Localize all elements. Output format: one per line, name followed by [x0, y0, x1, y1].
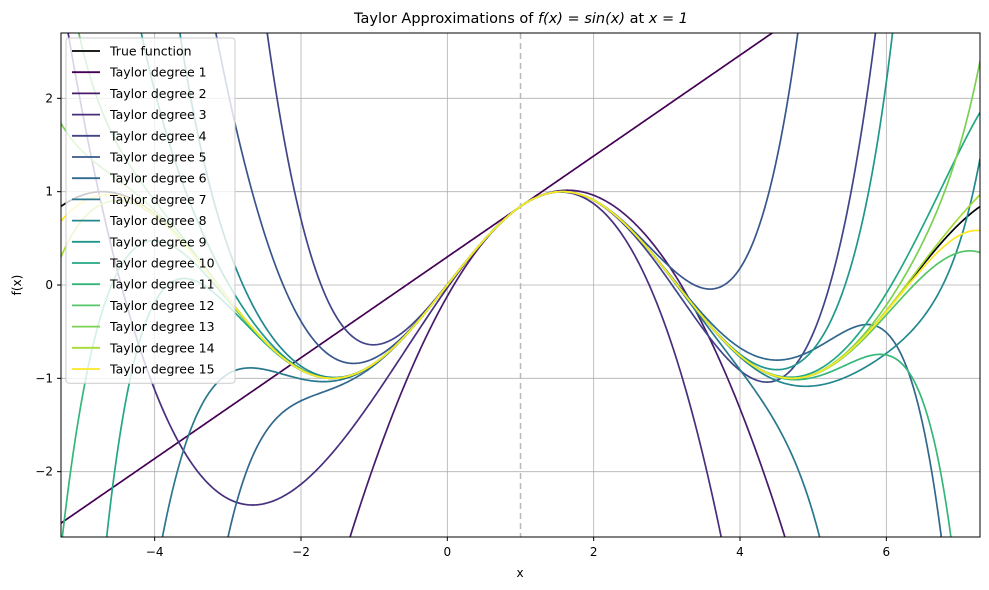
legend-label: Taylor degree 3 — [109, 107, 207, 122]
legend-label: Taylor degree 7 — [109, 192, 207, 207]
x-tick-label: −2 — [292, 545, 310, 559]
x-tick-label: 6 — [883, 545, 891, 559]
legend-label: Taylor degree 8 — [109, 213, 207, 228]
y-axis-label: f(x) — [10, 275, 24, 296]
y-tick-label: 0 — [45, 278, 53, 292]
y-tick-label: −1 — [35, 371, 53, 385]
legend-label: Taylor degree 15 — [109, 362, 215, 377]
legend-label: Taylor degree 10 — [109, 256, 215, 271]
legend-box — [65, 37, 236, 384]
x-axis-label: x — [516, 566, 523, 580]
y-tick-label: 1 — [45, 185, 53, 199]
title-math-1: f(x) = sin(x) — [538, 11, 625, 27]
title-text-1: Taylor Approximations of — [353, 11, 538, 27]
legend-label: Taylor degree 6 — [109, 171, 207, 186]
legend-label: Taylor degree 2 — [109, 86, 207, 101]
legend-label: True function — [109, 44, 192, 59]
x-tick-label: 0 — [444, 545, 452, 559]
x-tick-label: 2 — [590, 545, 598, 559]
y-axis-ticks: −2 −1 0 1 2 — [35, 91, 61, 479]
x-tick-label: −4 — [146, 545, 164, 559]
y-tick-label: 2 — [45, 91, 53, 105]
title-math-2: x = 1 — [648, 11, 688, 27]
legend-label: Taylor degree 5 — [109, 150, 207, 165]
legend-label: Taylor degree 1 — [109, 65, 207, 80]
legend-label: Taylor degree 11 — [109, 277, 215, 292]
legend-label: Taylor degree 13 — [109, 319, 215, 334]
title-text-2: at — [625, 11, 649, 27]
chart-title: Taylor Approximations of f(x) = sin(x) a… — [353, 11, 688, 27]
legend-label: Taylor degree 12 — [109, 298, 215, 313]
legend-label: Taylor degree 14 — [109, 340, 215, 355]
legend-label: Taylor degree 4 — [109, 128, 207, 143]
x-axis-ticks: −4 −2 0 2 4 6 — [146, 537, 890, 559]
legend: True function Taylor degree 1 Taylor degre… — [65, 37, 236, 384]
legend-label: Taylor degree 9 — [109, 234, 207, 249]
x-tick-label: 4 — [736, 545, 744, 559]
y-tick-label: −2 — [35, 465, 53, 479]
